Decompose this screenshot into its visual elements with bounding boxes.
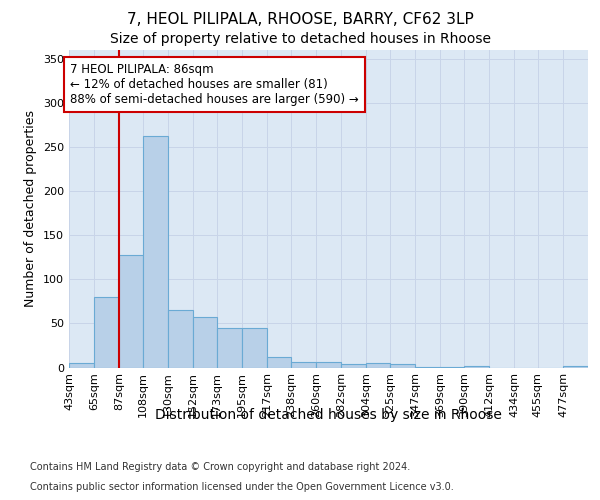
- Y-axis label: Number of detached properties: Number of detached properties: [25, 110, 37, 307]
- Bar: [341, 364, 366, 368]
- Bar: [143, 136, 168, 368]
- Text: Size of property relative to detached houses in Rhoose: Size of property relative to detached ho…: [110, 32, 491, 46]
- Text: 7 HEOL PILIPALA: 86sqm
← 12% of detached houses are smaller (81)
88% of semi-det: 7 HEOL PILIPALA: 86sqm ← 12% of detached…: [70, 63, 359, 106]
- Bar: [291, 362, 316, 368]
- Text: 7, HEOL PILIPALA, RHOOSE, BARRY, CF62 3LP: 7, HEOL PILIPALA, RHOOSE, BARRY, CF62 3L…: [127, 12, 473, 28]
- Text: Contains public sector information licensed under the Open Government Licence v3: Contains public sector information licen…: [30, 482, 454, 492]
- Bar: [316, 362, 341, 368]
- Bar: [119, 256, 143, 368]
- Bar: [563, 366, 588, 368]
- Bar: [94, 297, 119, 368]
- Bar: [168, 310, 193, 368]
- Bar: [366, 363, 390, 368]
- Bar: [440, 366, 464, 368]
- Bar: [193, 317, 217, 368]
- Text: Contains HM Land Registry data © Crown copyright and database right 2024.: Contains HM Land Registry data © Crown c…: [30, 462, 410, 472]
- Bar: [464, 366, 489, 368]
- Text: Distribution of detached houses by size in Rhoose: Distribution of detached houses by size …: [155, 408, 502, 422]
- Bar: [415, 366, 440, 368]
- Bar: [390, 364, 415, 368]
- Bar: [69, 363, 94, 368]
- Bar: [217, 328, 242, 368]
- Bar: [242, 328, 267, 368]
- Bar: [267, 357, 291, 368]
